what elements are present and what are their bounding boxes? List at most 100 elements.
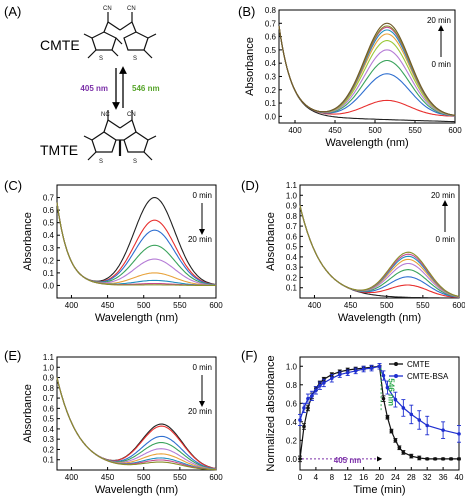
y-tick-label: 0.4 (43, 425, 55, 434)
y-tick-label: 0.8 (265, 6, 277, 15)
data-point (457, 432, 461, 436)
y-tick-label: 0.6 (43, 206, 55, 215)
x-tick-label: 20 (375, 473, 384, 482)
svg-text:NC: NC (101, 112, 110, 118)
data-point (298, 457, 302, 461)
x-tick-label: 500 (137, 473, 151, 482)
legend-marker (394, 374, 398, 378)
data-point (318, 383, 322, 388)
y-tick-label: 0.2 (286, 273, 298, 282)
x-tick-label: 600 (452, 301, 465, 310)
y-tick-label: 0.6 (286, 399, 298, 408)
annotation-bottom: 0 min (431, 60, 451, 69)
x-tick-label: 32 (423, 473, 432, 482)
data-point (337, 372, 342, 377)
x-tick-label: 550 (408, 126, 422, 135)
y-tick-label: 0.8 (286, 212, 298, 221)
data-point (409, 454, 414, 458)
annotation-bottom: 0 min (435, 235, 455, 244)
x-tick-label: 550 (173, 473, 187, 482)
y-tick-label: 0.5 (43, 415, 55, 424)
x-tick-label: 12 (343, 473, 352, 482)
data-point (417, 418, 422, 422)
y-tick-label: 0.6 (43, 404, 55, 413)
y-axis-label: Absorbance (22, 384, 34, 443)
data-point (310, 394, 314, 398)
data-point (393, 397, 398, 402)
data-point (322, 381, 326, 385)
y-tick-label: 0.4 (43, 231, 55, 240)
x-axis-label: Wavelength (nm) (325, 137, 408, 149)
svg-text:S: S (133, 159, 137, 165)
annotation-top: 20 min (431, 191, 455, 200)
y-tick-label: 0.5 (286, 243, 298, 252)
tmte-structure: NC CN S S (83, 110, 157, 165)
x-tick-label: 400 (65, 301, 79, 310)
legend-marker (394, 362, 398, 366)
y-tick-label: 1.0 (286, 362, 298, 371)
y-tick-label: 0.3 (43, 244, 55, 253)
y-tick-label: 0.6 (265, 33, 277, 42)
panel-f: (F) 0 4 8 12 16 20 24 28 32 36 40 0.0 0.2 0.4 0.6 0.8 1.0… (241, 348, 464, 496)
spectrum-line (278, 25, 456, 123)
data-point (425, 423, 430, 428)
legend-label: CMTE-BSA (407, 372, 449, 381)
y-tick-label: 0.8 (286, 381, 298, 390)
y-tick-label: 0.8 (43, 384, 55, 393)
x-tick-label: 500 (137, 301, 151, 310)
panel-label: (B) (238, 4, 255, 19)
svg-text:S: S (99, 159, 103, 165)
x-tick-label: 550 (173, 301, 187, 310)
y-tick-label: 0.2 (286, 436, 298, 445)
x-tick-label: 500 (380, 301, 394, 310)
tmte-label: TMTE (40, 142, 78, 158)
panel-a-label: (A) (4, 4, 21, 19)
equilibrium-arrows (112, 66, 127, 110)
y-tick-label: 0.4 (286, 253, 298, 262)
annotation-bottom: 20 min (188, 235, 212, 244)
x-tick-label: 600 (209, 301, 223, 310)
y-tick-label: 0.2 (43, 256, 55, 265)
y-tick-label: 1.1 (286, 181, 298, 190)
y-axis-label: Absorbance (265, 212, 277, 271)
y-tick-label: 0.0 (43, 281, 55, 290)
x-tick-label: 24 (391, 473, 400, 482)
y-tick-label: 0.2 (43, 445, 55, 454)
x-axis-label: Time (min) (353, 484, 405, 496)
spectrum-line (56, 377, 216, 471)
svg-text:CN: CN (127, 6, 136, 12)
data-point (302, 424, 306, 429)
y-tick-label: 0.1 (286, 284, 298, 293)
data-point (385, 415, 390, 420)
spectrum-line (299, 205, 460, 297)
y-tick-label: 1.0 (43, 363, 55, 372)
reverse-light-label: 546 nm (132, 84, 160, 93)
annotation-top: 0 min (192, 363, 212, 372)
plot-frame (56, 356, 217, 471)
spectrum-line (56, 202, 216, 286)
svg-text:CN: CN (103, 6, 112, 12)
x-tick-label: 450 (101, 473, 115, 482)
data-point (314, 388, 318, 393)
y-axis-label: Absorbance (22, 212, 34, 271)
svg-text:S: S (133, 56, 137, 62)
annotation-bottom: 20 min (188, 407, 212, 416)
x-tick-label: 400 (65, 473, 79, 482)
data-point (449, 457, 453, 461)
data-point (441, 457, 445, 461)
data-point (377, 364, 382, 369)
y-tick-label: 0.0 (265, 112, 277, 121)
cmte-label: CMTE (40, 37, 80, 53)
data-point (369, 366, 374, 370)
y-tick-label: 0.1 (43, 456, 55, 465)
cmte-structure: CN CN S S (83, 6, 157, 62)
y-tick-label: 0.7 (43, 394, 55, 403)
panel-b: (B) 400 450 500 550 600 0.0 0.1 0.2 0.3 0.4 0.5 0.6 0… (238, 4, 462, 149)
y-tick-label: 0.7 (286, 222, 298, 231)
x-tick-label: 450 (328, 126, 342, 135)
panel-e: (E)400 450 500 550 6000.10.20.30.40.50.60.70… (4, 348, 223, 496)
x-tick-label: 400 (308, 301, 322, 310)
data-point (330, 376, 334, 381)
data-point (361, 367, 366, 371)
x-axis-label: Wavelength (nm) (338, 312, 421, 324)
